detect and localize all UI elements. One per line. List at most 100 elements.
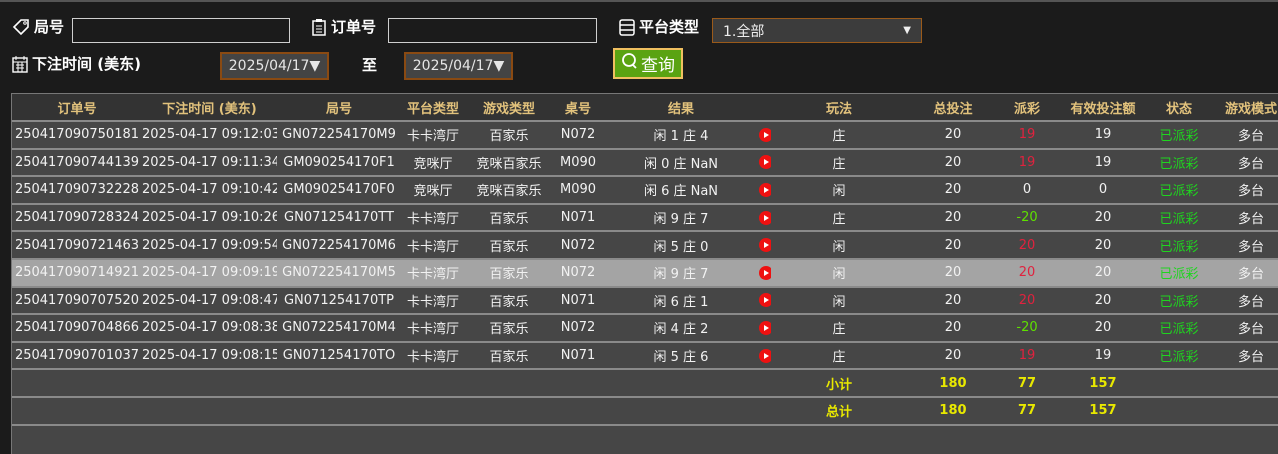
column-header: 平台类型 (401, 94, 465, 121)
table-cell: 20 (999, 257, 1055, 287)
round-input[interactable] (72, 18, 290, 43)
play-icon[interactable] (759, 320, 771, 335)
table-cell: GN071254170TP (277, 285, 401, 315)
table-row[interactable]: 250417090750181 2025-04-17 09:12:03 GN0722… (12, 120, 1278, 149)
table-cell: N072 (553, 230, 603, 259)
table-cell: 20 (907, 202, 999, 232)
play-icon[interactable] (759, 348, 771, 363)
table-cell: 卡卡湾厅 (401, 230, 465, 259)
table-cell: 庄 (771, 202, 907, 232)
play-icon[interactable] (759, 210, 771, 225)
table-cell: 19 (999, 340, 1055, 370)
table-cell: 已派彩 (1151, 230, 1207, 259)
round-label: 局号 (11, 16, 64, 37)
summary-cell: 77 (999, 395, 1055, 425)
table-cell: N071 (553, 202, 603, 232)
column-header: 下注时间 (美东) (142, 94, 277, 121)
table-cell: 百家乐 (465, 257, 553, 287)
table-cell: 2025-04-17 09:09:54 (142, 230, 277, 259)
replay-cell (759, 230, 771, 259)
table-cell: 闲 (771, 175, 907, 204)
top-divider (0, 0, 1278, 2)
play-icon[interactable] (759, 238, 771, 253)
subtotal-row: 小计 180 77 157 (12, 368, 1278, 397)
table-cell: 闲 (771, 257, 907, 287)
table-cell: 多台 (1207, 147, 1278, 177)
table-cell: 已派彩 (1151, 147, 1207, 177)
table-cell: GN072254170M4 (277, 313, 401, 342)
table-cell: 已派彩 (1151, 340, 1207, 370)
table-cell: 已派彩 (1151, 120, 1207, 149)
table-cell: 闲 1 庄 4 (603, 120, 759, 149)
table-cell: -20 (999, 313, 1055, 342)
summary-cell (277, 368, 401, 397)
table-row[interactable]: 250417090714921 2025-04-17 09:09:19 GN0722… (12, 257, 1278, 287)
table-cell: 百家乐 (465, 285, 553, 315)
table-cell: 250417090744139 (12, 147, 142, 177)
play-icon[interactable] (759, 293, 771, 308)
table-end-divider (12, 423, 1278, 427)
table-cell: 闲 9 庄 7 (603, 202, 759, 232)
order-label: 订单号 (310, 16, 376, 37)
summary-cell (465, 368, 553, 397)
table-cell: 19 (1055, 120, 1151, 149)
summary-cell (401, 395, 465, 425)
table-cell: N071 (553, 340, 603, 370)
chevron-down-icon: ▼ (903, 25, 911, 36)
table-cell: M090 (553, 175, 603, 204)
date-to-picker[interactable]: 2025/04/17▼ (404, 52, 513, 80)
table-cell: 250417090728324 (12, 202, 142, 232)
table-cell: 卡卡湾厅 (401, 202, 465, 232)
table-row[interactable]: 250417090701037 2025-04-17 09:08:15 GN0712… (12, 340, 1278, 370)
summary-cell (1207, 395, 1278, 425)
table-cell: 闲 (771, 230, 907, 259)
table-cell: 卡卡湾厅 (401, 120, 465, 149)
table-cell: 百家乐 (465, 230, 553, 259)
column-header: 游戏模式 (1207, 94, 1278, 121)
table-row[interactable]: 250417090707520 2025-04-17 09:08:47 GN0712… (12, 285, 1278, 315)
table-cell: 20 (907, 340, 999, 370)
table-cell: 庄 (771, 147, 907, 177)
date-from-picker[interactable]: 2025/04/17▼ (220, 52, 329, 80)
summary-cell: 157 (1055, 395, 1151, 425)
column-header (759, 94, 771, 121)
column-header: 玩法 (771, 94, 907, 121)
replay-cell (759, 147, 771, 177)
table-cell: 0 (1055, 175, 1151, 204)
table-cell: 多台 (1207, 202, 1278, 232)
summary-cell (759, 395, 771, 425)
table-row[interactable]: 250417090721463 2025-04-17 09:09:54 GN0722… (12, 230, 1278, 259)
table-cell: GM090254170F0 (277, 175, 401, 204)
play-icon[interactable] (759, 155, 771, 170)
table-cell: N072 (553, 257, 603, 287)
table-header: 订单号 下注时间 (美东) 局号 平台类型 游戏类型 桌号 结果 玩法 总投注 派彩 有效投注额 状态… (12, 94, 1278, 121)
table-cell: 闲 5 庄 6 (603, 340, 759, 370)
table-cell: 竞咪厅 (401, 147, 465, 177)
table-cell: N072 (553, 313, 603, 342)
server-icon (618, 17, 636, 37)
table-cell: 250417090750181 (12, 120, 142, 149)
table-cell: 闲 6 庄 NaN (603, 175, 759, 204)
summary-cell (277, 395, 401, 425)
query-button[interactable]: 查询 (613, 48, 683, 79)
summary-cell (553, 395, 603, 425)
table-cell: 20 (907, 120, 999, 149)
table-cell: 闲 5 庄 0 (603, 230, 759, 259)
table-cell: 20 (1055, 313, 1151, 342)
play-icon[interactable] (759, 127, 771, 142)
play-icon[interactable] (759, 265, 771, 280)
table-row[interactable]: 250417090744139 2025-04-17 09:11:34 GM0902… (12, 147, 1278, 177)
platform-select[interactable]: 1.全部 ▼ (712, 18, 922, 43)
order-input[interactable] (388, 18, 597, 43)
table-cell: GN072254170M6 (277, 230, 401, 259)
play-icon[interactable] (759, 182, 771, 197)
table-cell: 250417090707520 (12, 285, 142, 315)
table-cell: -20 (999, 202, 1055, 232)
table-cell: GN072254170M5 (277, 257, 401, 287)
table-row[interactable]: 250417090704866 2025-04-17 09:08:38 GN0722… (12, 313, 1278, 342)
table-row[interactable]: 250417090732228 2025-04-17 09:10:42 GM0902… (12, 175, 1278, 204)
table-cell: 多台 (1207, 340, 1278, 370)
table-cell: 2025-04-17 09:12:03 (142, 120, 277, 149)
summary-cell (12, 395, 142, 425)
table-row[interactable]: 250417090728324 2025-04-17 09:10:26 GN0712… (12, 202, 1278, 232)
